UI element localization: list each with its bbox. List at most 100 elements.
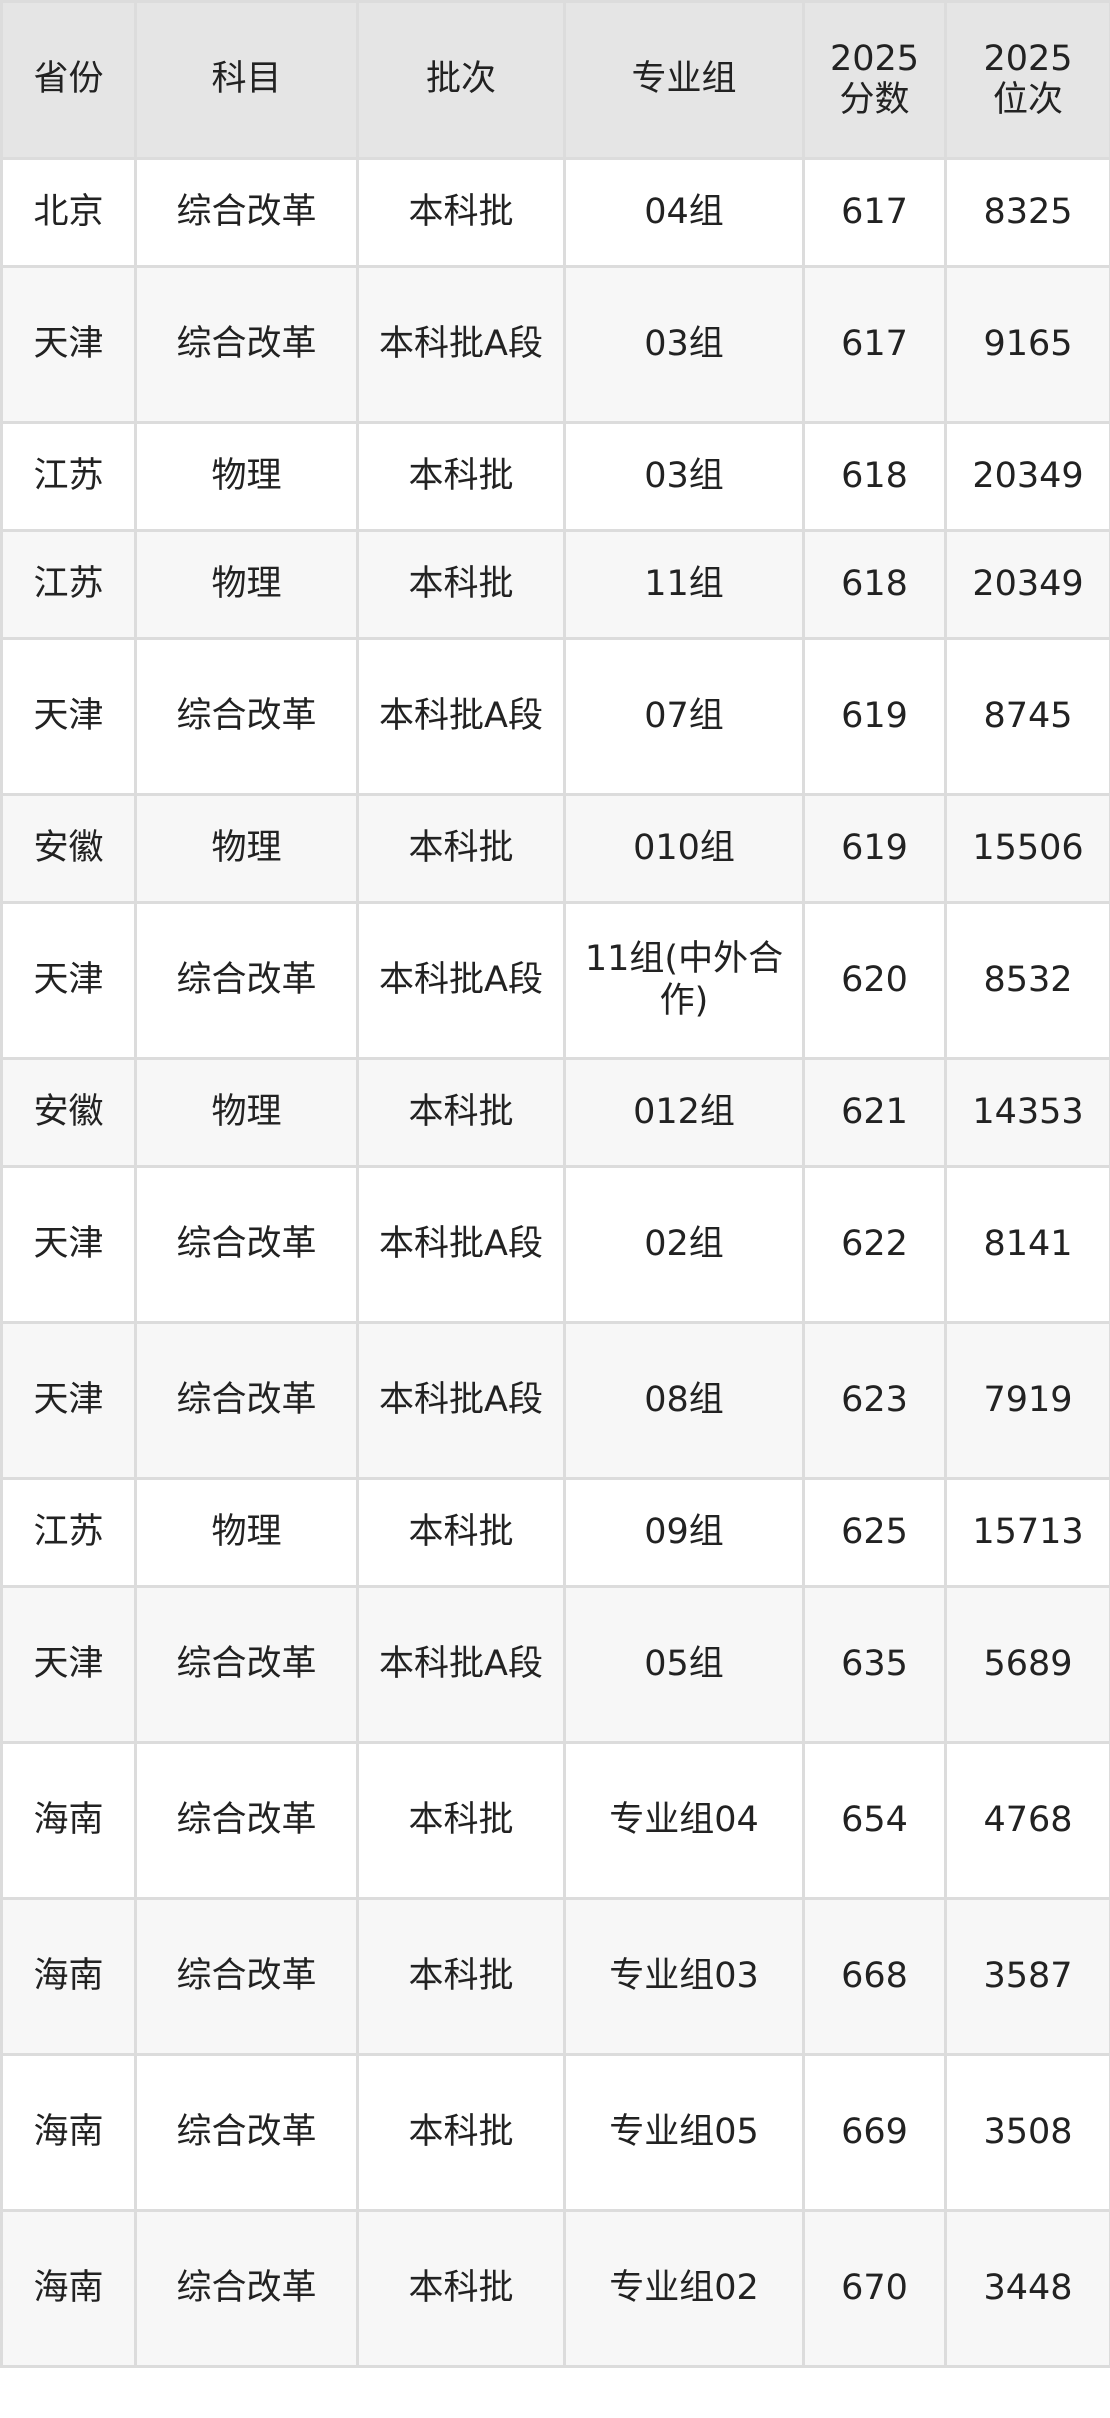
table-row: 安徽 物理 本科批 010组 619 15506 (0, 793, 1110, 904)
cell-score: 619 (802, 637, 947, 796)
cell-subject: 综合改革 (134, 637, 359, 796)
cell-rank: 8141 (944, 1165, 1110, 1324)
cell-subject: 综合改革 (134, 1897, 359, 2056)
cell-province: 海南 (0, 1741, 137, 1900)
cell-score: 617 (802, 157, 947, 268)
table-row: 海南 综合改革 本科批 专业组05 669 3508 (0, 2053, 1110, 2212)
cell-rank: 3587 (944, 1897, 1110, 2056)
cell-score: 620 (802, 901, 947, 1060)
cell-major-group: 03组 (563, 265, 805, 424)
cell-batch: 本科批 (356, 529, 566, 640)
cell-major-group: 08组 (563, 1321, 805, 1480)
header-subject: 科目 (134, 0, 359, 160)
table-row: 江苏 物理 本科批 09组 625 15713 (0, 1477, 1110, 1588)
table-row: 海南 综合改革 本科批 专业组03 668 3587 (0, 1897, 1110, 2056)
cell-batch: 本科批A段 (356, 637, 566, 796)
cell-major-group: 05组 (563, 1585, 805, 1744)
cell-subject: 物理 (134, 793, 359, 904)
cell-major-group: 09组 (563, 1477, 805, 1588)
cell-province: 北京 (0, 157, 137, 268)
cell-subject: 综合改革 (134, 1321, 359, 1480)
cell-score: 619 (802, 793, 947, 904)
table-row: 江苏 物理 本科批 11组 618 20349 (0, 529, 1110, 640)
cell-rank: 15713 (944, 1477, 1110, 1588)
cell-score: 670 (802, 2209, 947, 2368)
cell-batch: 本科批 (356, 2209, 566, 2368)
cell-rank: 4768 (944, 1741, 1110, 1900)
cell-subject: 综合改革 (134, 265, 359, 424)
cell-score: 617 (802, 265, 947, 424)
cell-batch: 本科批 (356, 157, 566, 268)
cell-rank: 3508 (944, 2053, 1110, 2212)
cell-batch: 本科批 (356, 1897, 566, 2056)
table-row: 天津 综合改革 本科批A段 02组 622 8141 (0, 1165, 1110, 1324)
cell-subject: 物理 (134, 529, 359, 640)
cell-province: 天津 (0, 901, 137, 1060)
cell-subject: 物理 (134, 1057, 359, 1168)
header-province: 省份 (0, 0, 137, 160)
cell-province: 天津 (0, 1165, 137, 1324)
cell-province: 江苏 (0, 1477, 137, 1588)
cell-rank: 5689 (944, 1585, 1110, 1744)
table-row: 安徽 物理 本科批 012组 621 14353 (0, 1057, 1110, 1168)
cell-province: 天津 (0, 1321, 137, 1480)
cell-rank: 15506 (944, 793, 1110, 904)
cell-batch: 本科批A段 (356, 1321, 566, 1480)
cell-batch: 本科批 (356, 1477, 566, 1588)
cell-province: 海南 (0, 2053, 137, 2212)
cell-major-group: 012组 (563, 1057, 805, 1168)
cell-major-group: 04组 (563, 157, 805, 268)
cell-major-group: 11组(中外合作) (563, 901, 805, 1060)
cell-province: 海南 (0, 2209, 137, 2368)
cell-province: 天津 (0, 637, 137, 796)
header-batch: 批次 (356, 0, 566, 160)
cell-subject: 综合改革 (134, 1585, 359, 1744)
cell-province: 天津 (0, 1585, 137, 1744)
cell-rank: 3448 (944, 2209, 1110, 2368)
cell-batch: 本科批 (356, 421, 566, 532)
cell-subject: 物理 (134, 421, 359, 532)
cell-major-group: 专业组02 (563, 2209, 805, 2368)
cell-rank: 8325 (944, 157, 1110, 268)
table-row: 江苏 物理 本科批 03组 618 20349 (0, 421, 1110, 532)
cell-rank: 7919 (944, 1321, 1110, 1480)
cell-major-group: 专业组05 (563, 2053, 805, 2212)
header-rank: 2025 位次 (944, 0, 1110, 160)
cell-subject: 综合改革 (134, 2053, 359, 2212)
cell-province: 江苏 (0, 421, 137, 532)
cell-subject: 综合改革 (134, 1741, 359, 1900)
cell-major-group: 010组 (563, 793, 805, 904)
table-row: 北京 综合改革 本科批 04组 617 8325 (0, 157, 1110, 268)
header-score: 2025 分数 (802, 0, 947, 160)
header-major-group: 专业组 (563, 0, 805, 160)
cell-batch: 本科批A段 (356, 901, 566, 1060)
cell-score: 669 (802, 2053, 947, 2212)
cell-batch: 本科批A段 (356, 1585, 566, 1744)
cell-subject: 综合改革 (134, 2209, 359, 2368)
table-row: 天津 综合改革 本科批A段 05组 635 5689 (0, 1585, 1110, 1744)
table-row: 天津 综合改革 本科批A段 11组(中外合作) 620 8532 (0, 901, 1110, 1060)
table-row: 海南 综合改革 本科批 专业组04 654 4768 (0, 1741, 1110, 1900)
cell-rank: 8745 (944, 637, 1110, 796)
cell-batch: 本科批 (356, 793, 566, 904)
cell-rank: 20349 (944, 529, 1110, 640)
cell-score: 625 (802, 1477, 947, 1588)
cell-score: 618 (802, 421, 947, 532)
cell-batch: 本科批A段 (356, 1165, 566, 1324)
cell-subject: 综合改革 (134, 1165, 359, 1324)
table-row: 天津 综合改革 本科批A段 03组 617 9165 (0, 265, 1110, 424)
cell-score: 623 (802, 1321, 947, 1480)
cell-major-group: 11组 (563, 529, 805, 640)
cell-rank: 9165 (944, 265, 1110, 424)
cell-score: 622 (802, 1165, 947, 1324)
cell-rank: 8532 (944, 901, 1110, 1060)
table-row: 海南 综合改革 本科批 专业组02 670 3448 (0, 2209, 1110, 2368)
header-row: 省份 科目 批次 专业组 2025 分数 2025 位次 (0, 0, 1110, 160)
cell-batch: 本科批A段 (356, 265, 566, 424)
cell-rank: 20349 (944, 421, 1110, 532)
cell-subject: 综合改革 (134, 901, 359, 1060)
cell-subject: 物理 (134, 1477, 359, 1588)
cell-province: 安徽 (0, 793, 137, 904)
table-row: 天津 综合改革 本科批A段 07组 619 8745 (0, 637, 1110, 796)
table-row: 天津 综合改革 本科批A段 08组 623 7919 (0, 1321, 1110, 1480)
